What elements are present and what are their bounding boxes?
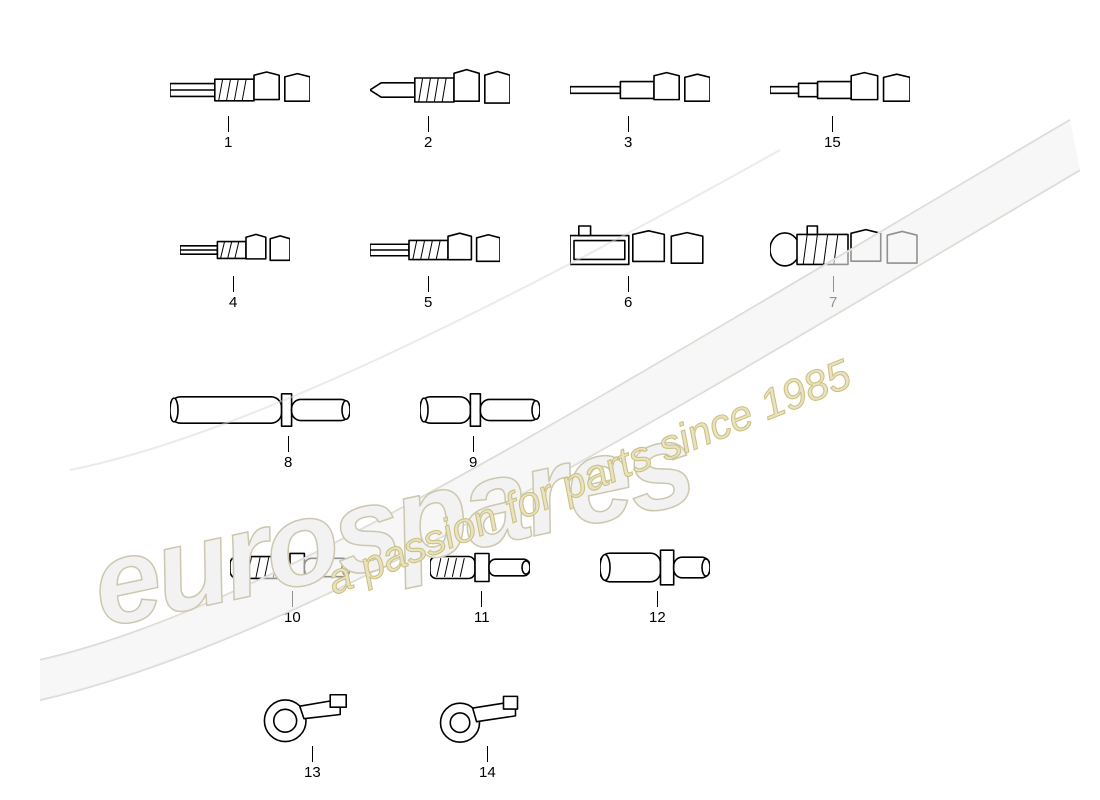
callout-tick <box>228 116 229 132</box>
callout-number: 8 <box>284 454 292 471</box>
part-9 <box>420 380 540 440</box>
callout-number: 6 <box>624 294 632 311</box>
callout-tick <box>833 276 834 292</box>
callout-12: 12 <box>649 591 666 626</box>
callout-tick <box>473 436 474 452</box>
callout-tick <box>312 746 313 762</box>
part-6 <box>570 220 710 280</box>
callout-15: 15 <box>824 116 841 151</box>
callout-tick <box>628 276 629 292</box>
part-3 <box>570 60 710 120</box>
callout-10: 10 <box>284 591 301 626</box>
callout-tick <box>288 436 289 452</box>
part-10 <box>230 540 350 595</box>
callout-tick <box>481 591 482 607</box>
callout-number: 9 <box>469 454 477 471</box>
part-8 <box>170 380 350 440</box>
callout-13: 13 <box>304 746 321 781</box>
callout-number: 11 <box>474 609 490 626</box>
part-14 <box>430 685 530 750</box>
callout-number: 1 <box>224 134 232 151</box>
callout-11: 11 <box>474 591 490 626</box>
callout-tick <box>428 116 429 132</box>
callout-number: 12 <box>649 609 666 626</box>
callout-tick <box>292 591 293 607</box>
part-11 <box>430 540 530 595</box>
callout-6: 6 <box>624 276 632 311</box>
callout-number: 15 <box>824 134 841 151</box>
watermark-swoosh <box>0 0 1100 800</box>
callout-3: 3 <box>624 116 632 151</box>
part-7 <box>770 220 920 280</box>
callout-8: 8 <box>284 436 292 471</box>
watermark-tagline: a passion for parts since 1985 <box>320 350 858 604</box>
callout-tick <box>832 116 833 132</box>
callout-tick <box>428 276 429 292</box>
callout-number: 4 <box>229 294 237 311</box>
part-15 <box>770 60 910 120</box>
callout-number: 5 <box>424 294 432 311</box>
callout-9: 9 <box>469 436 477 471</box>
callout-number: 13 <box>304 764 321 781</box>
callout-tick <box>233 276 234 292</box>
callout-number: 10 <box>284 609 301 626</box>
callout-7: 7 <box>829 276 837 311</box>
callout-number: 7 <box>829 294 837 311</box>
callout-tick <box>628 116 629 132</box>
callout-5: 5 <box>424 276 432 311</box>
callout-number: 2 <box>424 134 432 151</box>
diagram-canvas: 1 2 3 15 4 5 6 7 8 9 10 11 12 1 <box>0 0 1100 800</box>
callout-tick <box>487 746 488 762</box>
callout-1: 1 <box>224 116 232 151</box>
callout-2: 2 <box>424 116 432 151</box>
part-1 <box>170 60 310 120</box>
callout-number: 14 <box>479 764 496 781</box>
part-4 <box>180 220 290 280</box>
callout-14: 14 <box>479 746 496 781</box>
part-2 <box>370 60 510 120</box>
callout-tick <box>657 591 658 607</box>
part-12 <box>600 540 710 595</box>
part-5 <box>370 220 500 280</box>
callout-4: 4 <box>229 276 237 311</box>
part-13 <box>250 685 360 750</box>
callout-number: 3 <box>624 134 632 151</box>
